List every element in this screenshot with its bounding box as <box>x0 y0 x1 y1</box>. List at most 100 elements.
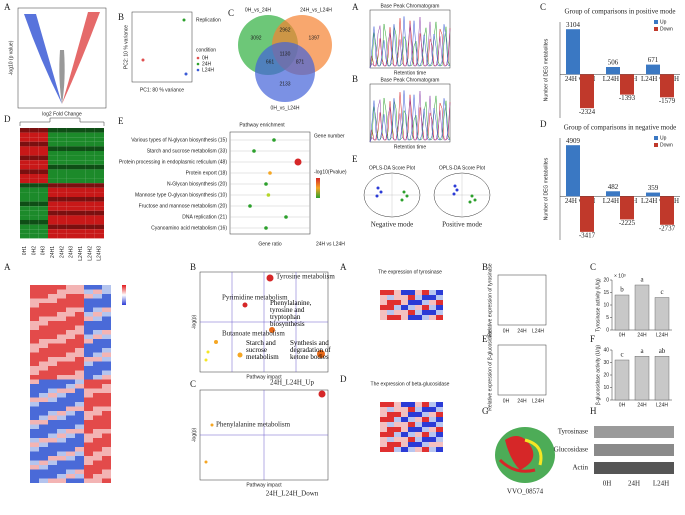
heatmap-cell <box>429 417 436 422</box>
panel-letter: C <box>228 8 234 18</box>
heatmap-cell <box>394 290 401 295</box>
heatmap-cell <box>102 388 111 393</box>
heatmap-cell <box>94 187 104 193</box>
bar <box>620 196 634 220</box>
heatmap-cell <box>38 151 48 156</box>
heatmap-cell <box>436 447 443 452</box>
heatmap-cell <box>93 330 102 335</box>
up-points <box>62 12 100 104</box>
annotation: ab <box>659 347 666 355</box>
heatmap-cell <box>20 215 30 220</box>
column-label: 24H1 <box>50 246 56 258</box>
heatmap-cell <box>57 469 66 474</box>
heatmap-cell <box>57 433 66 438</box>
heatmap-cell <box>84 384 93 389</box>
heatmap-cell <box>66 456 75 461</box>
heatmap-cell <box>30 397 39 402</box>
heatmap-cell <box>75 330 84 335</box>
heatmap-cell <box>102 303 111 308</box>
heatmap-cell <box>66 174 76 179</box>
heatmap-cell <box>75 402 84 407</box>
panel-letter: A <box>4 2 11 12</box>
heatmap-cell <box>66 169 76 174</box>
pathway-dot <box>268 171 272 175</box>
heatmap-cell <box>75 316 84 321</box>
annotation: a <box>640 347 644 355</box>
bar <box>646 64 660 75</box>
heatmap-cell <box>408 305 415 310</box>
bar <box>660 74 674 98</box>
heatmap-cell <box>84 420 93 425</box>
heatmap-cell <box>387 300 394 305</box>
heatmap-cell <box>84 370 93 375</box>
lane-label: 0H <box>603 480 612 488</box>
heatmap-cell <box>102 339 111 344</box>
heatmap-cell <box>76 164 86 170</box>
pathway-label: Starch and sucrose metabolism <box>246 340 279 361</box>
heatmap-cell <box>39 352 48 357</box>
bar <box>634 284 650 331</box>
heatmap-cell <box>401 295 408 300</box>
heatmap-cell <box>401 422 408 427</box>
heatmap-cell <box>422 305 429 310</box>
heatmap-cell <box>48 478 57 483</box>
legend-swatch <box>196 56 200 60</box>
heatmap-cell <box>66 201 76 207</box>
heatmap-cell <box>93 411 102 416</box>
heatmap-cell <box>436 402 443 407</box>
venn-count: 3092 <box>250 35 261 41</box>
heatmap-cell <box>66 155 76 161</box>
heatmap-cell <box>66 451 75 456</box>
heatmap-cell <box>401 442 408 447</box>
heatmap-cell <box>38 197 48 202</box>
protein-structure: VVO_08574 <box>495 427 555 496</box>
heatmap-cell <box>66 298 75 303</box>
heatmap-cell <box>93 384 102 389</box>
heatmap-cell <box>48 325 57 330</box>
data-label: -2225 <box>619 219 636 227</box>
heatmap-cell <box>84 388 93 393</box>
heatmap-cell <box>76 137 86 142</box>
trace <box>369 18 451 69</box>
heatmap-cell <box>436 422 443 427</box>
data-label: -3417 <box>579 231 596 239</box>
heatmap-cell <box>75 415 84 420</box>
heatmap-cell <box>30 384 39 389</box>
axis-label: Retention time <box>394 70 426 76</box>
heatmap-cell <box>39 343 48 348</box>
heatmap-cell <box>57 438 66 443</box>
heatmap-cell <box>102 294 111 299</box>
heatmap-cell <box>29 210 39 216</box>
column-label: 24H3 <box>69 246 75 258</box>
heatmap-cell <box>387 407 394 412</box>
heatmap-cell <box>20 229 30 234</box>
heatmap-cell <box>93 388 102 393</box>
heatmap-cell <box>75 420 84 425</box>
heatmap-cell <box>29 155 39 161</box>
venn-diagram: 0H_vs_24H 24H_vs_L24H 0H_vs_L24H 3092 29… <box>238 7 332 111</box>
heatmap-cell <box>20 233 30 239</box>
y-tick-label: 30 <box>603 360 609 366</box>
x-tick-label: 24H <box>637 332 647 338</box>
heatmap-cell <box>75 348 84 353</box>
pathway-term: Fructose and mannose metabolism (20) <box>139 203 228 209</box>
heatmap-cell <box>380 417 387 422</box>
heatmap-cell <box>94 197 104 202</box>
heatmap-cell <box>57 447 66 452</box>
heatmap-cell <box>84 451 93 456</box>
legend-entry: 24H <box>202 61 212 67</box>
heatmap-cell <box>38 160 48 165</box>
heatmap-cell <box>20 141 30 147</box>
heatmap-cell <box>48 411 57 416</box>
heatmap-cell <box>30 433 39 438</box>
heatmap-cell <box>57 397 66 402</box>
heatmap-cell <box>75 474 84 479</box>
heatmap-cell <box>57 183 67 188</box>
heatmap-cell <box>93 415 102 420</box>
data-label: -2737 <box>659 224 676 232</box>
heatmap-cell <box>429 412 436 417</box>
heatmap-cell <box>394 412 401 417</box>
heatmap-cell <box>29 174 39 179</box>
heatmap-cell <box>48 420 57 425</box>
heatmap-cell <box>20 210 30 216</box>
